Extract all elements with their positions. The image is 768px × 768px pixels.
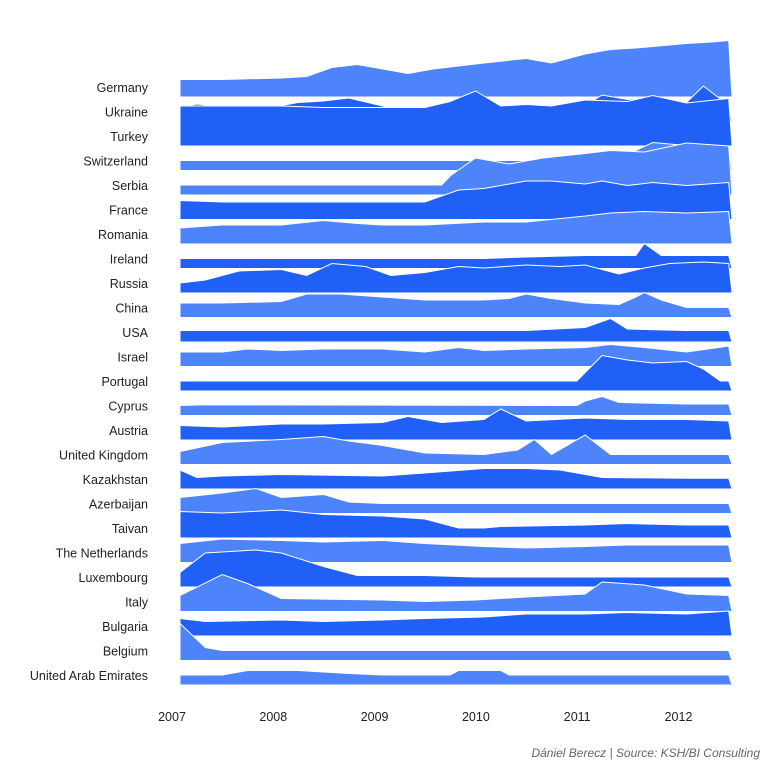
- ridge-area-united-arab-emirates: [179, 670, 733, 686]
- source-credit: Dániel Berecz | Source: KSH/BI Consultin…: [531, 746, 760, 760]
- ridge-area-luxembourg: [179, 549, 733, 588]
- row-label: Azerbaijan: [89, 498, 148, 512]
- row-label: Taivan: [112, 522, 148, 536]
- ridge-area-france: [179, 180, 733, 220]
- x-tick-label: 2007: [158, 710, 186, 724]
- ridge-area-kazakhstan: [179, 468, 733, 490]
- ridge-area-russia: [179, 261, 733, 294]
- row-label: Cyprus: [108, 400, 148, 414]
- ridge-area-israel: [179, 343, 733, 367]
- ridge-area-cyprus: [179, 395, 733, 416]
- row-label: Turkey: [110, 130, 148, 144]
- ridge-area-italy: [179, 573, 733, 612]
- row-label: China: [115, 302, 148, 316]
- x-tick-label: 2010: [462, 710, 490, 724]
- row-label: United Arab Emirates: [30, 669, 148, 683]
- ridge-area-taivan: [179, 509, 733, 539]
- row-label: France: [109, 204, 148, 218]
- row-label: Bulgaria: [102, 620, 148, 634]
- row-label: Belgium: [103, 645, 148, 659]
- ridge-area-austria: [179, 408, 733, 441]
- row-label: Serbia: [112, 179, 148, 193]
- ridge-area-azerbaijan: [179, 487, 733, 514]
- ridge-areas: [179, 39, 733, 686]
- ridge-area-germany: [179, 39, 733, 98]
- ridge-area-ireland: [179, 242, 733, 269]
- row-label: Germany: [97, 81, 149, 95]
- row-label: Austria: [109, 424, 148, 438]
- row-label: Romania: [98, 228, 148, 242]
- row-label: The Netherlands: [56, 547, 148, 561]
- row-label: Italy: [125, 596, 149, 610]
- row-label: USA: [122, 326, 148, 340]
- row-label: Kazakhstan: [83, 473, 148, 487]
- x-tick-label: 2008: [259, 710, 287, 724]
- ridge-area-romania: [179, 210, 733, 245]
- ridge-area-portugal: [179, 354, 733, 392]
- ridge-area-usa: [179, 317, 733, 343]
- x-tick-label: 2012: [665, 710, 693, 724]
- x-axis-ticks: 2007 2008 2009 2010 2011 2012: [158, 710, 692, 724]
- ridge-area-the-netherlands: [179, 538, 733, 563]
- row-label: Israel: [117, 351, 148, 365]
- row-label: Ireland: [110, 253, 148, 267]
- row-label: United Kingdom: [59, 449, 148, 463]
- row-labels: Germany Ukraine Turkey Switzerland Serbia Fra…: [30, 81, 149, 683]
- row-label: Portugal: [101, 375, 148, 389]
- ridge-area-turkey: [179, 90, 733, 147]
- x-tick-label: 2009: [361, 710, 389, 724]
- ridge-area-belgium: [179, 622, 733, 661]
- x-tick-label: 2011: [564, 710, 591, 724]
- row-label: Switzerland: [83, 155, 148, 169]
- ridge-area-bulgaria: [179, 610, 733, 637]
- row-label: Ukraine: [105, 106, 148, 120]
- row-label: Luxembourg: [79, 571, 149, 585]
- ridge-area-united-kingdom: [179, 434, 733, 465]
- row-label: Russia: [110, 277, 148, 291]
- ridge-area-china: [179, 291, 733, 318]
